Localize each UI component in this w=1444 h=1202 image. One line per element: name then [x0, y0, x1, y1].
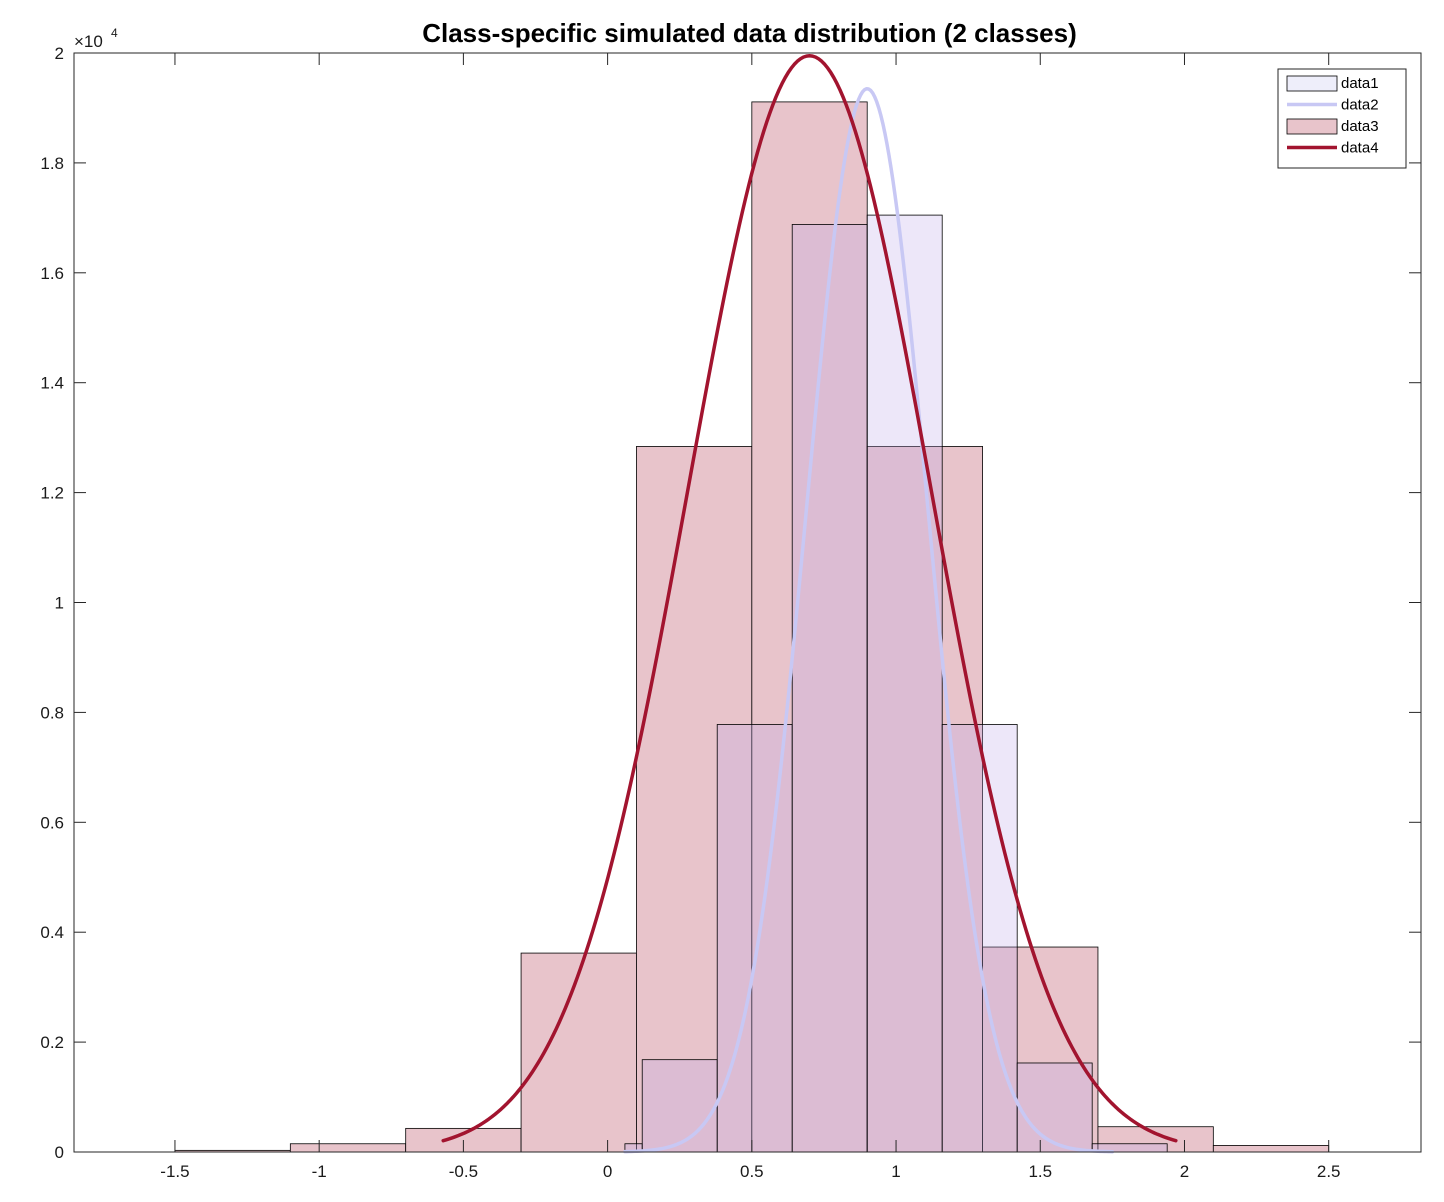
x-tick-label: -0.5: [449, 1162, 478, 1181]
x-tick-label: 2.5: [1317, 1162, 1341, 1181]
data1-legend-label: data1: [1341, 75, 1379, 92]
y-tick-label: 1: [55, 594, 64, 613]
data2-legend-label: data2: [1341, 97, 1379, 114]
data3-legend-label: data3: [1341, 118, 1379, 135]
data1-bar: [866, 214, 943, 1153]
data4-legend-label: data4: [1341, 140, 1379, 157]
data3-bar: [636, 446, 753, 1153]
y-tick-label: 1.8: [40, 154, 64, 173]
y-tick-label: 0.2: [40, 1033, 64, 1052]
x-tick-label: 1: [891, 1162, 900, 1181]
data1-bar: [716, 724, 793, 1153]
x-tick-label: 0: [603, 1162, 612, 1181]
x-tick-label: -1: [312, 1162, 327, 1181]
lines-layer: [441, 54, 1178, 1154]
y-exponent-power: 4: [111, 26, 118, 40]
data3-bar: [866, 446, 983, 1153]
x-tick-label: 0.5: [740, 1162, 764, 1181]
bars-layer: [174, 101, 1330, 1153]
data3-bar: [289, 1143, 407, 1153]
data1-bar: [941, 724, 1018, 1153]
chart-title: Class-specific simulated data distributi…: [422, 18, 1077, 48]
y-tick-label: 2: [55, 44, 64, 63]
y-tick-label: 0: [55, 1143, 64, 1162]
x-tick-label: -1.5: [160, 1162, 189, 1181]
data3-legend-swatch: [1286, 118, 1338, 135]
data4-line: [441, 54, 1178, 1143]
y-exponent-base: ×10: [74, 32, 103, 51]
x-tick-label: 2: [1180, 1162, 1189, 1181]
data3-bar: [1212, 1145, 1330, 1153]
data1-bar: [791, 224, 868, 1153]
y-tick-label: 1.2: [40, 484, 64, 503]
y-tick-label: 0.4: [40, 923, 64, 942]
axes-layer: -1.5 -1 -0.5 0 0.5 1 1.5 2 2.5 0 0.2 0.4 0.6 0.8 1 1.2 1…: [40, 44, 1422, 1181]
y-axis-exponent: ×10 4: [74, 26, 118, 51]
x-tick-label: 1.5: [1028, 1162, 1052, 1181]
y-tick-label: 1.6: [40, 264, 64, 283]
y-tick-label: 0.8: [40, 703, 64, 722]
data2-line: [623, 87, 1115, 1154]
data1-legend-swatch: [1286, 75, 1338, 92]
y-tick-label: 0.6: [40, 813, 64, 832]
legend: data1 data2 data3 data4: [1277, 68, 1407, 169]
y-tick-label: 1.4: [40, 374, 64, 393]
data1-bar: [641, 1059, 718, 1153]
data3-bar: [520, 952, 637, 1153]
data1-bar: [1016, 1062, 1093, 1153]
